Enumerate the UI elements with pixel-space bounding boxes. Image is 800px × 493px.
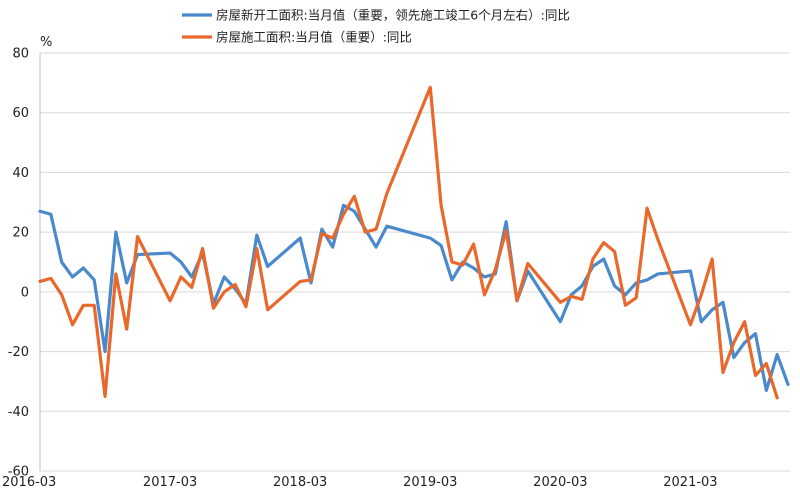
- y-tick-label: 0: [21, 285, 29, 300]
- gridlines: [40, 52, 790, 472]
- legend-label: 房屋新开工面积:当月值（重要，领先施工竣工6个月左右）:同比: [216, 8, 570, 23]
- series-line-1: [38, 203, 790, 392]
- legend-label: 房屋施工面积:当月值（重要）:同比: [216, 30, 412, 45]
- y-tick-label: -20: [8, 345, 29, 360]
- x-tick-labels: 2016-03 2017-03 2018-03 2019-03 2020-03 2021-…: [2, 475, 718, 490]
- y-tick-label: 80: [12, 47, 29, 62]
- x-tick-label: 2017-03: [143, 475, 197, 490]
- legend: 房屋新开工面积:当月值（重要，领先施工竣工6个月左右）:同比房屋施工面积:当月值…: [182, 8, 570, 45]
- y-tick-label: -40: [8, 405, 29, 420]
- y-tick-label: -60: [8, 465, 29, 480]
- series-lines: [38, 85, 790, 400]
- x-tick-label: 2020-03: [533, 475, 587, 490]
- x-tick-label: 2016-03: [2, 475, 56, 490]
- x-tick-label: 2021-03: [663, 475, 717, 490]
- y-tick-label: 40: [12, 166, 29, 181]
- series-line-2: [38, 85, 779, 400]
- y-unit-label: %: [40, 35, 52, 50]
- x-tick-label: 2018-03: [273, 475, 327, 490]
- y-tick-label: 20: [12, 226, 29, 241]
- y-tick-label: 60: [12, 106, 29, 121]
- y-tick-labels: 80 60 40 20 0 -20 -40 -60: [8, 47, 29, 480]
- x-tick-label: 2019-03: [403, 475, 457, 490]
